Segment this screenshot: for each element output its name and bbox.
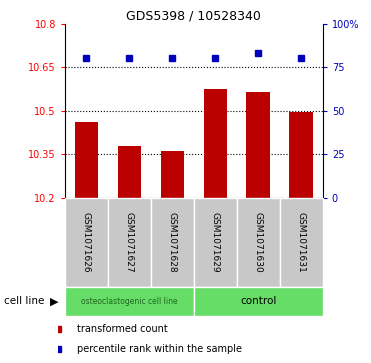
Text: GSM1071629: GSM1071629 <box>211 212 220 273</box>
Text: GSM1071626: GSM1071626 <box>82 212 91 273</box>
Bar <box>289 112 313 198</box>
Bar <box>108 198 151 287</box>
Text: control: control <box>240 296 276 306</box>
Bar <box>194 198 237 287</box>
Text: ▶: ▶ <box>50 296 59 306</box>
Title: GDS5398 / 10528340: GDS5398 / 10528340 <box>127 9 261 23</box>
Text: GSM1071628: GSM1071628 <box>168 212 177 273</box>
Text: percentile rank within the sample: percentile rank within the sample <box>77 344 242 354</box>
Bar <box>75 122 98 198</box>
Bar <box>161 151 184 198</box>
Bar <box>151 198 194 287</box>
Text: GSM1071630: GSM1071630 <box>254 212 263 273</box>
Bar <box>194 287 323 316</box>
Text: cell line: cell line <box>4 296 44 306</box>
Text: GSM1071631: GSM1071631 <box>297 212 306 273</box>
Bar <box>237 198 280 287</box>
Text: transformed count: transformed count <box>77 325 168 334</box>
Text: osteoclastogenic cell line: osteoclastogenic cell line <box>81 297 178 306</box>
Bar <box>118 146 141 198</box>
Text: GSM1071627: GSM1071627 <box>125 212 134 273</box>
Bar <box>246 92 270 198</box>
Bar <box>280 198 323 287</box>
Bar <box>65 287 194 316</box>
Bar <box>65 198 108 287</box>
Bar <box>204 89 227 198</box>
